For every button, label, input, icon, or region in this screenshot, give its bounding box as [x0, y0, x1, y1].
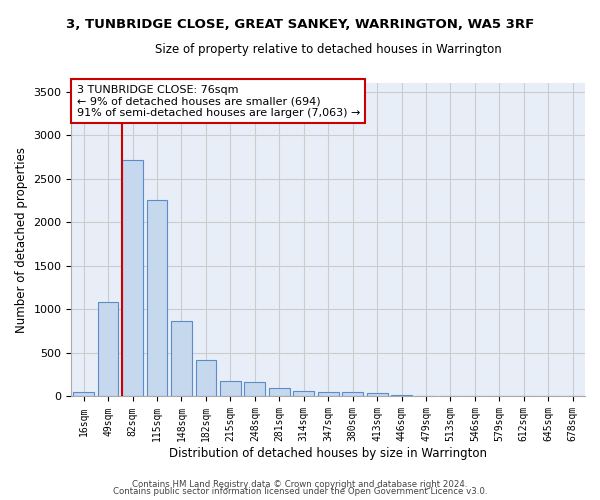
Bar [196, 360, 217, 396]
Bar [244, 382, 265, 396]
Bar [146, 200, 167, 396]
Bar [318, 392, 338, 396]
Bar [98, 302, 118, 396]
Bar [122, 160, 143, 396]
Bar [73, 392, 94, 396]
Text: Contains public sector information licensed under the Open Government Licence v3: Contains public sector information licen… [113, 487, 487, 496]
Bar [391, 395, 412, 396]
Bar [220, 381, 241, 396]
Y-axis label: Number of detached properties: Number of detached properties [15, 147, 28, 333]
Text: 3 TUNBRIDGE CLOSE: 76sqm
← 9% of detached houses are smaller (694)
91% of semi-d: 3 TUNBRIDGE CLOSE: 76sqm ← 9% of detache… [77, 84, 360, 118]
Title: Size of property relative to detached houses in Warrington: Size of property relative to detached ho… [155, 42, 502, 56]
Bar [367, 394, 388, 396]
Bar [293, 391, 314, 396]
Bar [342, 392, 363, 396]
X-axis label: Distribution of detached houses by size in Warrington: Distribution of detached houses by size … [169, 447, 487, 460]
Text: Contains HM Land Registry data © Crown copyright and database right 2024.: Contains HM Land Registry data © Crown c… [132, 480, 468, 489]
Text: 3, TUNBRIDGE CLOSE, GREAT SANKEY, WARRINGTON, WA5 3RF: 3, TUNBRIDGE CLOSE, GREAT SANKEY, WARRIN… [66, 18, 534, 30]
Bar [171, 320, 192, 396]
Bar [269, 388, 290, 396]
